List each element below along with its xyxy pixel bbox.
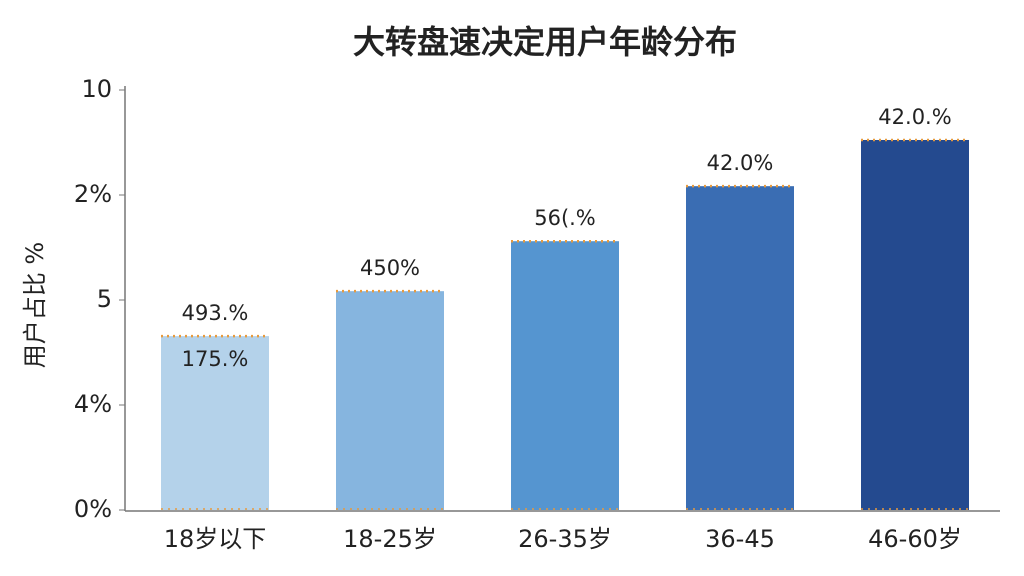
bar-annotation: 450% bbox=[360, 256, 420, 280]
bar-annotation: 493.% bbox=[182, 301, 249, 325]
y-tick-label: 0% bbox=[74, 495, 112, 523]
chart-title: 大转盘速决定用户年龄分布 bbox=[353, 23, 737, 61]
y-tick-label: 10 bbox=[81, 75, 112, 103]
bar bbox=[161, 336, 269, 510]
y-tick-label: 2% bbox=[74, 180, 112, 208]
bar-annotation: 56(.% bbox=[534, 206, 596, 230]
x-tick-label: 36-45 bbox=[705, 525, 775, 553]
x-tick-label: 46-60岁 bbox=[868, 525, 962, 553]
bar bbox=[511, 241, 619, 510]
x-tick-label: 18-25岁 bbox=[343, 525, 437, 553]
bar-annotation: 175.% bbox=[182, 347, 249, 371]
bar bbox=[861, 139, 969, 511]
x-tick-label: 18岁以下 bbox=[164, 525, 267, 553]
bar-annotation: 42.0.% bbox=[878, 105, 951, 129]
x-tick-label: 26-35岁 bbox=[518, 525, 612, 553]
y-tick-label: 5 bbox=[97, 285, 112, 313]
y-tick-label: 4% bbox=[74, 390, 112, 418]
bar-annotation: 42.0% bbox=[707, 151, 774, 175]
bar bbox=[336, 291, 444, 510]
bar bbox=[686, 186, 794, 510]
y-axis-label: 用户占比 % bbox=[21, 242, 49, 368]
